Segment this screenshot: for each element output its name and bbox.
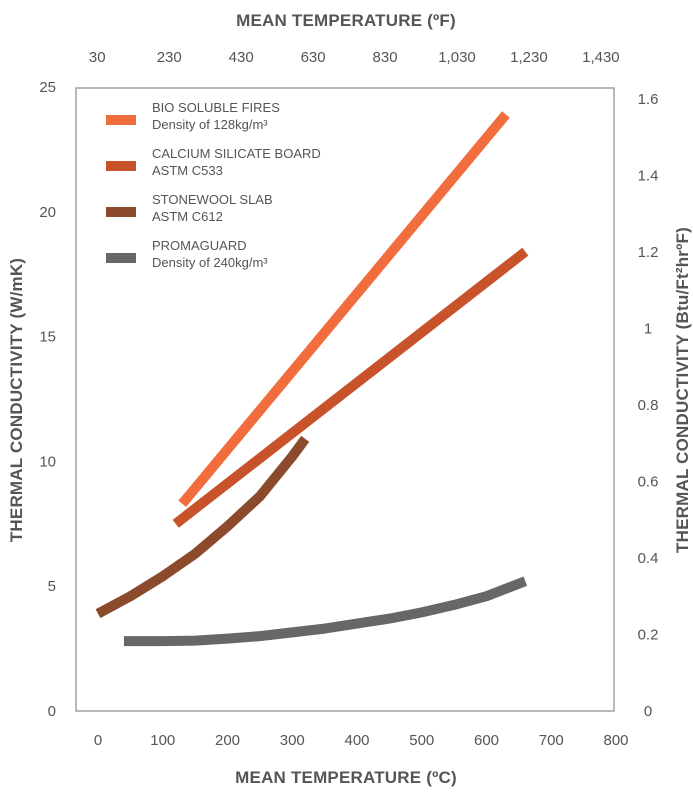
- x-tick-label: 600: [474, 732, 499, 749]
- x2-tick-label: 30: [89, 49, 106, 66]
- legend-label: PROMAGUARD: [152, 238, 247, 253]
- top-axis-title: MEAN TEMPERATURE (ºF): [236, 11, 456, 30]
- y-tick-label: 10: [39, 453, 56, 470]
- legend-swatch: [106, 207, 136, 217]
- x-tick-label: 200: [215, 732, 240, 749]
- bottom-axis-title: MEAN TEMPERATURE (ºC): [235, 768, 457, 787]
- x2-tick-label: 1,430: [582, 49, 620, 66]
- y2-tick-label: 0: [644, 703, 652, 720]
- x-tick-label: 0: [94, 732, 102, 749]
- x-tick-label: 800: [603, 732, 628, 749]
- series-line-bio-soluble-fires: [178, 111, 510, 507]
- right-axis-title: THERMAL CONDUCTIVITY (Btu/Ft²hrºF): [673, 227, 692, 553]
- y2-tick-label: 1.4: [638, 168, 659, 185]
- legend-sublabel: Density of 240kg/m³: [152, 255, 268, 270]
- x2-tick-label: 430: [229, 49, 254, 66]
- legend-label: BIO SOLUBLE FIRES: [152, 100, 280, 115]
- plot-area-frame: [75, 87, 615, 712]
- x2-tick-label: 630: [301, 49, 326, 66]
- legend: BIO SOLUBLE FIRES Density of 128kg/m³ CALC…: [106, 100, 321, 270]
- x-tick-label: 100: [150, 732, 175, 749]
- legend-sublabel: Density of 128kg/m³: [152, 117, 268, 132]
- legend-swatch: [106, 115, 136, 125]
- y-tick-label: 0: [48, 703, 56, 720]
- y2-tick-label: 1: [644, 321, 652, 338]
- x2-tick-label: 1,230: [510, 49, 548, 66]
- x-tick-label: 500: [409, 732, 434, 749]
- left-axis-title: THERMAL CONDUCTIVITY (W/mK): [7, 258, 26, 542]
- x2-tick-label: 830: [373, 49, 398, 66]
- x-tick-label: 400: [344, 732, 369, 749]
- legend-label: STONEWOOL SLAB: [152, 192, 273, 207]
- series-line-promaguard: [123, 576, 528, 647]
- y-tick-label: 25: [39, 79, 56, 96]
- y2-tick-label: 0.8: [638, 397, 659, 414]
- y2-tick-label: 0.6: [638, 474, 659, 491]
- legend-label: CALCIUM SILICATE BOARD: [152, 146, 321, 161]
- series-layer: [95, 111, 529, 647]
- x2-tick-label: 1,030: [438, 49, 476, 66]
- series-line-stonewool-slab: [95, 435, 310, 619]
- y2-tick-label: 1.2: [638, 244, 659, 261]
- legend-swatch: [106, 253, 136, 263]
- y-tick-label: 15: [39, 329, 56, 346]
- y2-tick-label: 1.6: [638, 91, 659, 108]
- y-tick-label: 5: [48, 578, 56, 595]
- x-tick-label: 300: [280, 732, 305, 749]
- legend-swatch: [106, 161, 136, 171]
- x2-tick-label: 230: [157, 49, 182, 66]
- x-tick-label: 700: [539, 732, 564, 749]
- y2-tick-label: 0.2: [638, 627, 659, 644]
- series-line-calcium-silicate-board: [172, 247, 529, 528]
- legend-sublabel: ASTM C533: [152, 163, 223, 178]
- legend-sublabel: ASTM C612: [152, 209, 223, 224]
- y-tick-label: 20: [39, 204, 56, 221]
- y2-tick-label: 0.4: [638, 550, 659, 567]
